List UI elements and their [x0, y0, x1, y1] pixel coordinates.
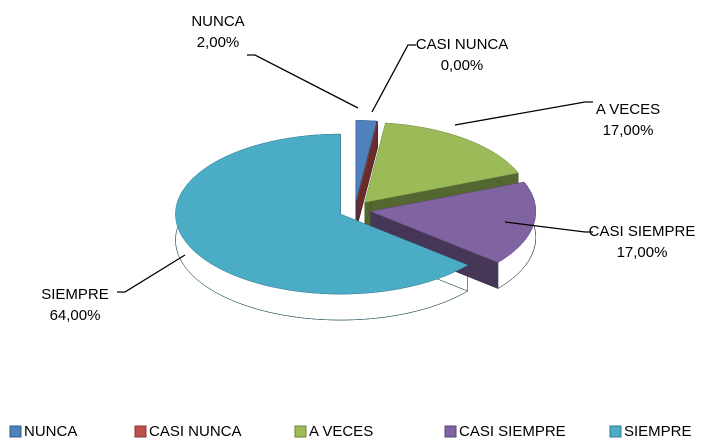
leader-line: [117, 254, 186, 293]
legend-label: SIEMPRE: [624, 423, 692, 440]
data-label-name: SIEMPRE: [41, 286, 109, 303]
legend-swatch: [134, 425, 147, 438]
slice-group: [356, 121, 378, 227]
data-label-value: 17,00%: [603, 122, 654, 139]
leader-line: [247, 54, 359, 109]
data-label-value: 2,00%: [197, 34, 240, 51]
leader-line: [504, 221, 593, 233]
data-label-name: NUNCA: [191, 13, 244, 30]
legend-label: A VECES: [309, 423, 373, 440]
data-label-name: CASI SIEMPRE: [589, 223, 696, 240]
legend-label: CASI NUNCA: [149, 423, 242, 440]
slice-side: [356, 121, 378, 227]
legend-label: CASI SIEMPRE: [459, 423, 566, 440]
slice-group: [369, 181, 537, 289]
data-label-value: 17,00%: [617, 244, 668, 261]
data-label-value: 0,00%: [441, 57, 484, 74]
legend-swatch: [609, 425, 622, 438]
slice: [356, 121, 378, 201]
legend-label: NUNCA: [24, 423, 77, 440]
data-label-name: CASI NUNCA: [416, 36, 509, 53]
slice: [355, 120, 378, 201]
leader-line: [454, 101, 593, 126]
slice: [364, 122, 519, 203]
legend-swatch: [294, 425, 307, 438]
slice-group: [175, 133, 469, 321]
data-label-value: 64,00%: [50, 307, 101, 324]
data-label-name: A VECES: [596, 101, 660, 118]
slice: [369, 181, 537, 263]
slice: [175, 133, 469, 295]
leader-line: [371, 44, 416, 113]
legend-swatch: [444, 425, 457, 438]
legend-swatch: [9, 425, 22, 438]
